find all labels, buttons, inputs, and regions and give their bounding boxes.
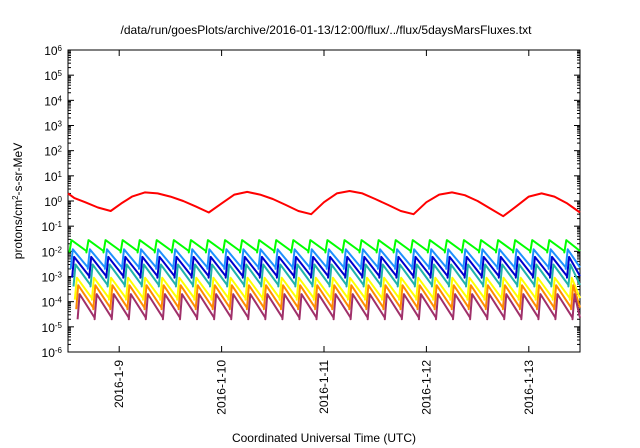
series-line-2	[68, 239, 581, 254]
x-tick-label: 2016-1-9	[112, 360, 126, 408]
y-tick-label: 106	[44, 44, 62, 59]
series-line-5	[72, 263, 581, 288]
y-tick-label: 103	[44, 119, 62, 134]
x-axis: 2016-1-9 2016-1-10 2016-1-11 2016-1-12 2016-…	[112, 50, 536, 415]
series-layer	[67, 190, 581, 321]
y-tick-label: 105	[44, 69, 62, 84]
y-tick-label: 10-1	[42, 220, 63, 235]
x-tick-label: 2016-1-11	[317, 360, 331, 414]
series-line-1	[67, 190, 581, 218]
y-tick-label: 10-6	[42, 346, 63, 361]
x-axis-label: Coordinated Universal Time (UTC)	[232, 431, 416, 445]
y-tick-label: 10-2	[42, 245, 63, 260]
chart-title: /data/run/goesPlots/archive/2016-01-13/1…	[121, 23, 533, 37]
y-axis-label-sup: 2	[11, 195, 20, 200]
y-tick-label: 10-3	[42, 270, 63, 285]
x-tick-label: 2016-1-10	[215, 360, 229, 415]
series-line-8	[76, 293, 581, 321]
y-tick-label: 104	[44, 94, 62, 109]
y-axis-label-rest: -s-sr-MeV	[11, 143, 25, 196]
series-line-4	[71, 255, 581, 279]
y-tick-label: 102	[44, 144, 62, 159]
series-line-6	[73, 276, 581, 301]
y-tick-label: 10-5	[42, 320, 63, 335]
series-line-7	[75, 284, 581, 311]
y-tick-label: 100	[44, 195, 62, 210]
y-tick-label: 10-4	[42, 295, 63, 310]
series-line-3	[69, 248, 581, 270]
y-axis-label: protons/cm2-s-sr-MeV	[11, 143, 26, 259]
y-axis-label-main: protons/cm	[11, 200, 25, 259]
x-tick-label: 2016-1-13	[522, 360, 536, 415]
y-tick-label: 101	[44, 169, 62, 184]
x-tick-label: 2016-1-12	[419, 360, 433, 415]
y-axis: 10-6 10-5 10-4 10-3 10-2 10-1 100 101 102 103 104 1…	[42, 44, 580, 361]
